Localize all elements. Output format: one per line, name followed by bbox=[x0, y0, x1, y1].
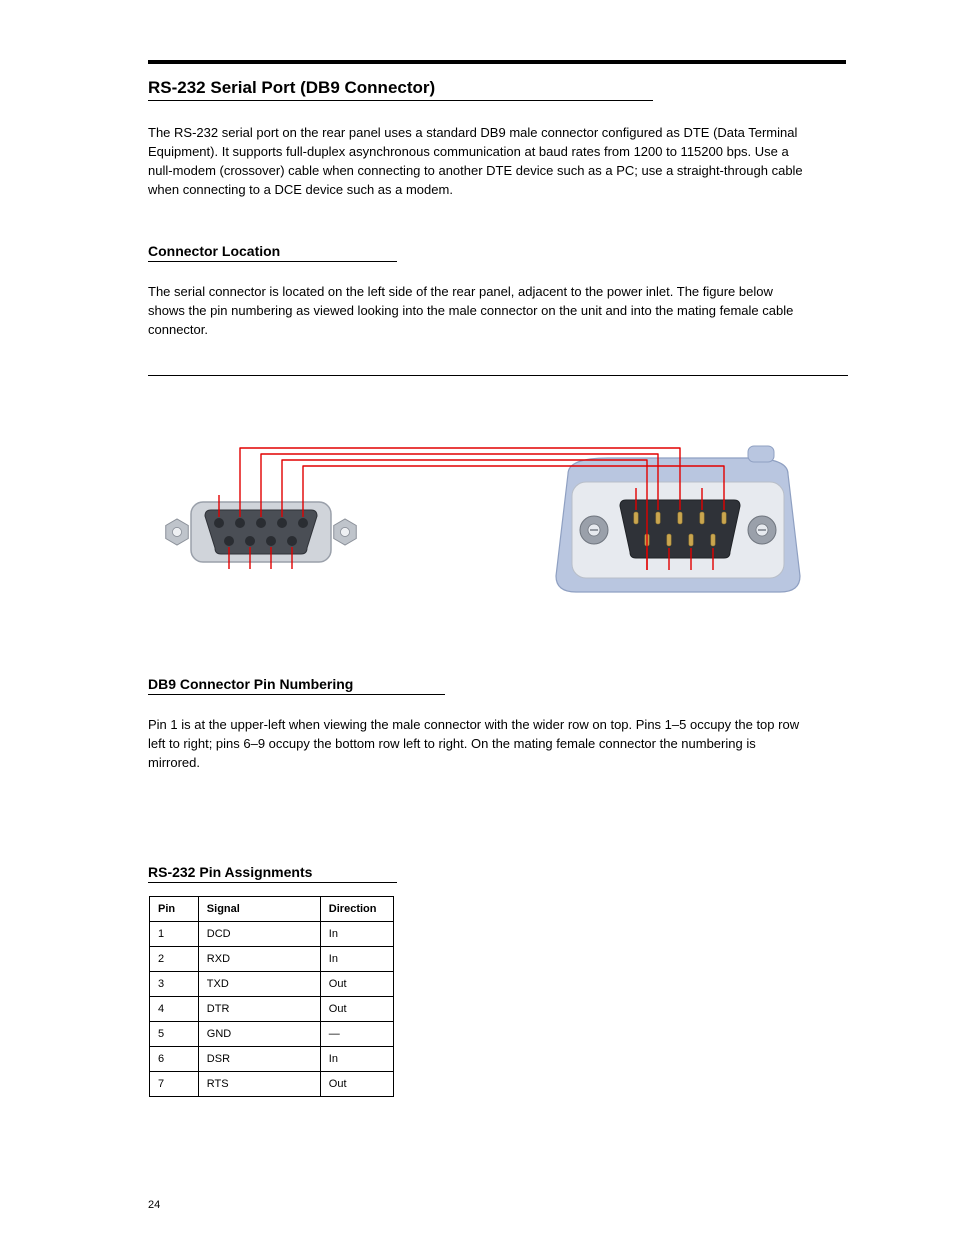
rule-under-h1 bbox=[148, 100, 653, 101]
table-cell: 7 bbox=[150, 1072, 199, 1097]
table-row: 6DSRIn bbox=[150, 1047, 394, 1072]
heading-pin-assignments: RS-232 Pin Assignments bbox=[148, 864, 312, 880]
table-cell: GND bbox=[198, 1022, 320, 1047]
table-body: 1DCDIn2RXDIn3TXDOut4DTROut5GND—6DSRIn7RT… bbox=[150, 922, 394, 1097]
table-cell: DCD bbox=[198, 922, 320, 947]
table-row: 5GND— bbox=[150, 1022, 394, 1047]
rule-under-h2 bbox=[148, 261, 397, 262]
pin-assignment-table-wrap: PinSignalDirection 1DCDIn2RXDIn3TXDOut4D… bbox=[149, 896, 394, 1097]
figure-db9-connectors bbox=[140, 398, 820, 658]
table-cell: RXD bbox=[198, 947, 320, 972]
table-cell: 5 bbox=[150, 1022, 199, 1047]
table-cell: Out bbox=[320, 997, 393, 1022]
page-number: 24 bbox=[148, 1199, 160, 1211]
paragraph-overview: The RS-232 serial port on the rear panel… bbox=[148, 124, 808, 199]
table-row: 1DCDIn bbox=[150, 922, 394, 947]
table-cell: In bbox=[320, 922, 393, 947]
table-cell: DSR bbox=[198, 1047, 320, 1072]
rule-under-h4 bbox=[148, 882, 397, 883]
table-cell: RTS bbox=[198, 1072, 320, 1097]
table-row: 2RXDIn bbox=[150, 947, 394, 972]
table-cell: Out bbox=[320, 972, 393, 997]
table-cell: 2 bbox=[150, 947, 199, 972]
table-cell: 3 bbox=[150, 972, 199, 997]
table-cell: 4 bbox=[150, 997, 199, 1022]
table-cell: Out bbox=[320, 1072, 393, 1097]
table-row: 3TXDOut bbox=[150, 972, 394, 997]
rule-thick-top bbox=[148, 60, 846, 64]
table-cell: — bbox=[320, 1022, 393, 1047]
table-cell: DTR bbox=[198, 997, 320, 1022]
connector-diagram-svg bbox=[140, 398, 820, 658]
paragraph-pin-numbering: Pin 1 is at the upper-left when viewing … bbox=[148, 716, 808, 773]
table-col-header: Pin bbox=[150, 897, 199, 922]
heading-serial-port: RS-232 Serial Port (DB9 Connector) bbox=[148, 78, 435, 98]
table-cell: 1 bbox=[150, 922, 199, 947]
table-header-row: PinSignalDirection bbox=[150, 897, 394, 922]
rule-under-h3 bbox=[148, 694, 445, 695]
table-col-header: Direction bbox=[320, 897, 393, 922]
table-col-header: Signal bbox=[198, 897, 320, 922]
rule-under-fig bbox=[148, 375, 848, 376]
heading-connector-location: Connector Location bbox=[148, 243, 280, 259]
table-row: 7RTSOut bbox=[150, 1072, 394, 1097]
table-cell: In bbox=[320, 1047, 393, 1072]
table-row: 4DTROut bbox=[150, 997, 394, 1022]
table-cell: TXD bbox=[198, 972, 320, 997]
pin-assignment-table: PinSignalDirection 1DCDIn2RXDIn3TXDOut4D… bbox=[149, 896, 394, 1097]
paragraph-location: The serial connector is located on the l… bbox=[148, 283, 808, 340]
table-cell: In bbox=[320, 947, 393, 972]
table-cell: 6 bbox=[150, 1047, 199, 1072]
heading-pin-numbering: DB9 Connector Pin Numbering bbox=[148, 676, 353, 692]
page: RS-232 Serial Port (DB9 Connector) The R… bbox=[0, 0, 954, 1235]
